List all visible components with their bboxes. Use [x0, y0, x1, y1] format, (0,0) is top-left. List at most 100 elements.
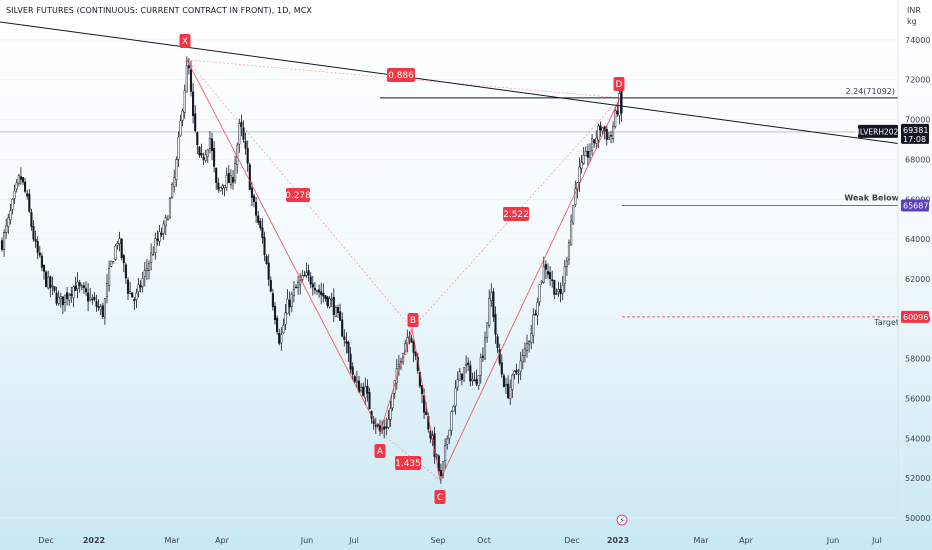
candle-body	[580, 161, 583, 169]
candle-body	[36, 241, 39, 253]
candle-body	[292, 288, 295, 296]
candle-body	[540, 280, 543, 283]
weak-below-price-tag: 65687	[901, 199, 929, 212]
pattern-leg	[379, 328, 413, 433]
weak-below-price-tag-box	[901, 199, 929, 212]
candle-body	[156, 238, 159, 241]
pattern-point-x: X	[179, 34, 191, 48]
candle-body	[578, 166, 581, 183]
trendline[interactable]	[0, 21, 899, 144]
current-price-tag-box	[901, 123, 929, 144]
ratio-label: 0.278	[285, 188, 311, 202]
candle-body	[360, 387, 363, 391]
candle-body	[288, 299, 291, 308]
candle-body	[105, 283, 109, 297]
candle-body	[435, 454, 438, 457]
candle-body	[112, 261, 115, 264]
pattern-leg	[411, 328, 441, 481]
ratio-label-box	[503, 207, 529, 221]
candle-body	[301, 275, 304, 280]
candle-body	[276, 317, 279, 332]
candle-body	[238, 123, 241, 145]
candle-body	[601, 127, 604, 132]
y-axis[interactable]: INRkg74000720007000068000660006400062000…	[897, 0, 930, 527]
candle-body	[5, 225, 8, 233]
candle-body	[494, 314, 497, 335]
x-tick-label: 2023	[607, 536, 629, 545]
candle-body	[492, 291, 495, 318]
pattern-labels: X A B C D 0.886 0.278 1.435 2.522	[179, 34, 625, 504]
candle-body	[294, 286, 298, 289]
ratio-label-text: 1.435	[395, 459, 421, 469]
pattern-dotted-line	[379, 432, 441, 481]
candle-body	[286, 298, 289, 315]
candle-body	[72, 286, 75, 299]
candle-body	[198, 146, 201, 156]
symbol-tag-text: SILVERH2023	[853, 127, 903, 136]
candle-body	[347, 341, 350, 354]
candle-body	[462, 367, 466, 382]
candle-body	[42, 265, 46, 272]
candle-body	[565, 260, 568, 267]
candle-body	[116, 243, 119, 246]
candle-body	[297, 282, 300, 288]
candle-body	[164, 217, 167, 227]
candle-body	[532, 314, 535, 336]
candle-body	[271, 293, 274, 308]
candle-body	[502, 375, 505, 388]
ratio-label-text: 0.886	[388, 71, 414, 81]
candle-body	[383, 426, 386, 430]
candle-body	[425, 411, 428, 415]
candle-body	[570, 220, 573, 246]
candle-body	[263, 237, 266, 255]
candle-body	[387, 418, 390, 428]
candle-body	[259, 220, 262, 229]
y-tick-label: 74000	[905, 36, 930, 45]
candle-body	[129, 291, 132, 294]
candle-body	[118, 238, 121, 244]
candle-body	[200, 153, 203, 156]
candle-body	[591, 138, 594, 151]
target-price-tag: 60096	[901, 310, 929, 323]
candle-body	[183, 90, 186, 113]
candle-body	[534, 313, 537, 316]
candle-body	[131, 292, 134, 298]
candle-body	[61, 296, 64, 305]
pattern-point-b: B	[407, 313, 419, 327]
grid	[0, 39, 898, 519]
candle-body	[614, 110, 617, 127]
candle-body	[133, 299, 136, 302]
y-tick-label: 70000	[905, 116, 930, 125]
candle-body	[141, 278, 144, 287]
candle-body	[114, 245, 117, 260]
pattern-point-x-box	[179, 34, 191, 48]
candle-body	[597, 125, 600, 141]
candle-body	[553, 279, 556, 295]
trendline[interactable]	[0, 21, 899, 144]
candle-body	[208, 137, 211, 149]
x-tick-label: Jun	[826, 536, 840, 545]
symbol-tag: SILVERH2023	[853, 124, 903, 138]
candle-body	[620, 91, 623, 114]
pattern-legs	[186, 59, 621, 481]
y-tick-label: 50000	[905, 514, 930, 523]
candle-body	[185, 65, 188, 93]
candle-body	[511, 374, 514, 390]
candle-body	[213, 148, 216, 167]
ratio-label-box	[387, 68, 415, 82]
event-marker-icon[interactable]	[616, 514, 628, 526]
x-axis[interactable]: Dec 2022 Mar Apr Jun Jul Sep Oct Dec 2023 Mar Apr Ju…	[0, 514, 898, 545]
candle-body	[328, 298, 331, 308]
candle-body	[546, 271, 550, 275]
candle-body	[559, 289, 562, 295]
candle-body	[448, 429, 451, 439]
candle-body	[290, 293, 293, 308]
candle-body	[17, 175, 20, 184]
candle-body	[70, 293, 73, 296]
candle-body	[479, 357, 482, 376]
pattern-point-c-box	[434, 490, 446, 504]
candle-body	[160, 233, 163, 235]
candle-body	[78, 282, 81, 286]
